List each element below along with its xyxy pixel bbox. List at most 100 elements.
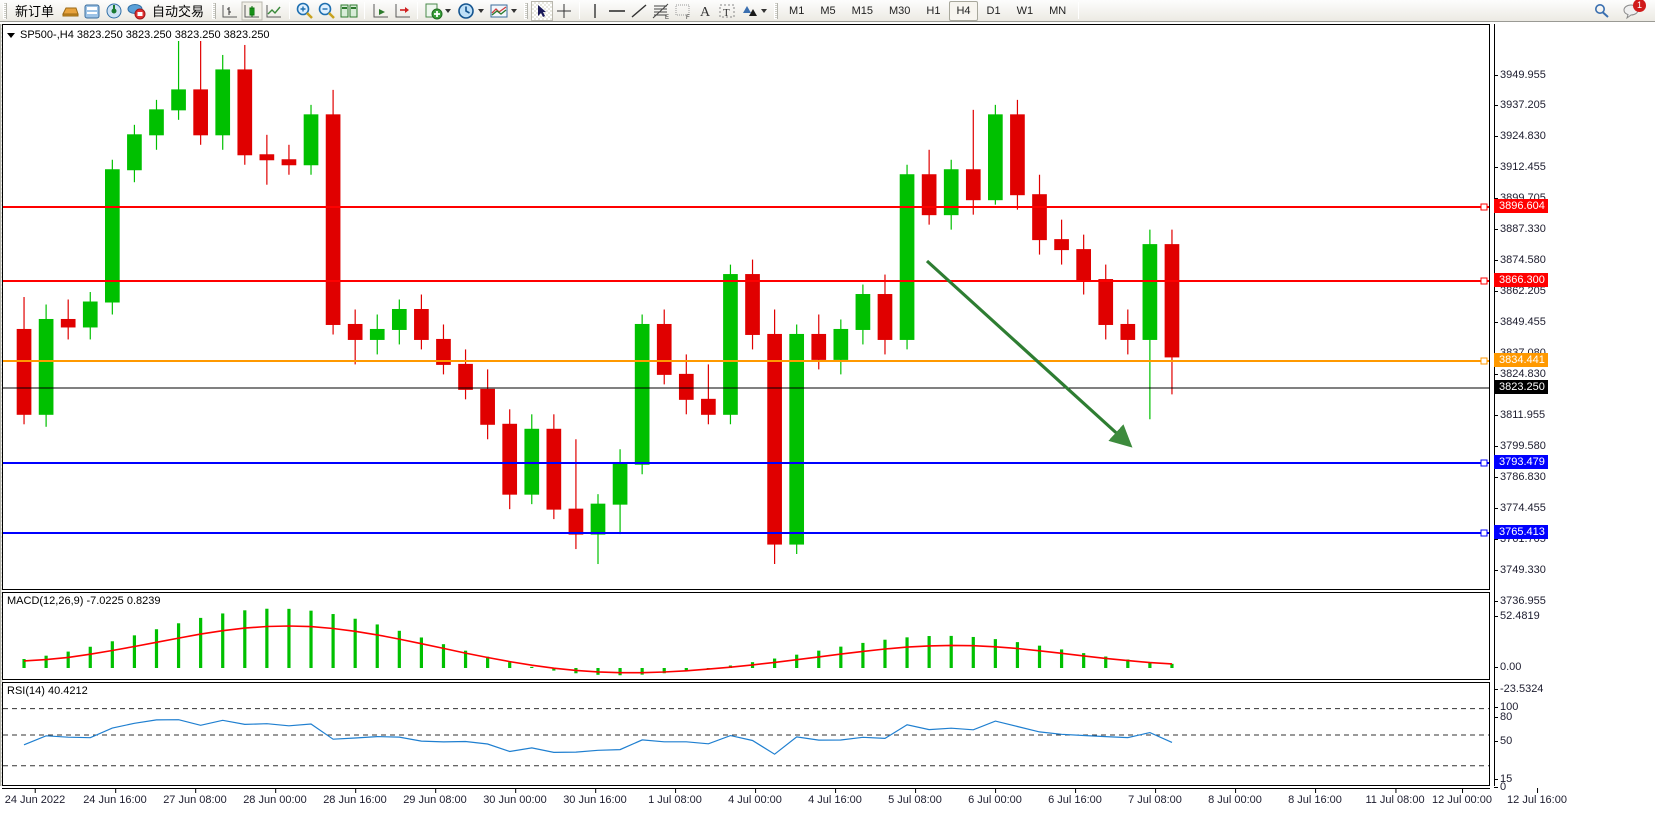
indicators-icon[interactable] [422, 1, 444, 21]
vertical-line-icon[interactable] [584, 1, 606, 21]
timeframe-d1[interactable]: D1 [986, 4, 1001, 17]
symbol-info: SP500-,H4 3823.250 3823.250 3823.250 382… [7, 29, 270, 41]
price-level-label-support-2[interactable]: 3765.413 [1494, 525, 1548, 539]
time-axis-label: 28 Jun 00:00 [243, 788, 307, 806]
timeframe-mn[interactable]: MN [1049, 4, 1067, 17]
chart-area[interactable]: SP500-,H4 3823.250 3823.250 3823.250 382… [0, 22, 1655, 817]
toolbar-grip-2[interactable] [212, 2, 217, 19]
timeframe-m30[interactable]: M30 [889, 4, 911, 17]
rsi-chart-svg [3, 708, 1489, 767]
time-axis-label: 4 Jul 00:00 [728, 788, 782, 806]
fibonacci-icon[interactable]: E [650, 1, 672, 21]
axis-tick: 0.00 [1493, 661, 1522, 673]
axis-tick: 3811.955 [1493, 409, 1546, 421]
time-axis[interactable]: 24 Jun 2022 24 Jun 16:00 27 Jun 08:00 28 Ju… [2, 788, 1567, 816]
price-level-label-support-1[interactable]: 3793.479 [1494, 455, 1548, 469]
timeframe-m1[interactable]: M1 [789, 4, 805, 17]
auto-trade-button[interactable]: 自动交易 [147, 1, 209, 21]
axis-tick: 15 [1493, 773, 1513, 785]
macd-title: MACD(12,26,9) -7.0225 0.8239 [7, 595, 164, 607]
time-axis-label: 6 Jul 00:00 [968, 788, 1022, 806]
autotrading-icon[interactable] [125, 1, 147, 21]
toolbar-separator-1 [289, 2, 291, 19]
axis-tick: 3874.580 [1494, 254, 1546, 266]
timeframe-h4[interactable]: H4 [949, 0, 978, 21]
chevron-down-icon-symbol[interactable] [7, 32, 15, 38]
axis-tick: 3937.205 [1494, 99, 1546, 111]
price-level-label-pivot[interactable]: 3834.441 [1494, 353, 1548, 367]
svg-text:E: E [665, 15, 669, 21]
toolbar-grip-4[interactable] [774, 2, 779, 19]
tile-windows-icon[interactable] [338, 1, 360, 21]
main-toolbar[interactable]: 新订单 自动交易 [0, 0, 1655, 22]
gold-bar-icon[interactable] [59, 1, 81, 21]
text-icon[interactable]: A [694, 1, 716, 21]
equidistant-channel-icon[interactable]: F [672, 1, 694, 21]
templates-icon[interactable] [488, 1, 510, 21]
chevron-down-icon-templates[interactable] [511, 8, 518, 13]
auto-scroll-icon[interactable] [391, 1, 413, 21]
macd-chart-svg [22, 608, 1174, 676]
time-axis-label: 24 Jun 16:00 [83, 788, 147, 806]
toolbar-separator-3 [417, 2, 419, 19]
time-axis-label: 5 Jul 08:00 [888, 788, 942, 806]
time-axis-label: 24 Jun 2022 [4, 788, 66, 806]
text-label-icon[interactable]: T [716, 1, 738, 21]
price-axis-line [1494, 24, 1495, 786]
time-axis-label: 6 Jul 16:00 [1048, 788, 1102, 806]
trendline-icon[interactable] [628, 1, 650, 21]
axis-tick: 3774.455 [1494, 502, 1546, 514]
auto-trade-label: 自动交易 [152, 5, 205, 20]
timeframe-h1[interactable]: H1 [926, 4, 941, 17]
cursor-icon[interactable] [531, 0, 554, 21]
candlestick-chart-svg [3, 34, 1489, 565]
price-level-label-resistance-1[interactable]: 3896.604 [1494, 199, 1548, 213]
line-chart-icon[interactable] [263, 1, 285, 21]
chevron-down-icon-indicators[interactable] [445, 8, 452, 13]
search-icon[interactable] [1591, 1, 1613, 21]
axis-tick: 3924.830 [1494, 130, 1546, 142]
toolbar-separator-2 [364, 2, 366, 19]
toolbar-separator-5 [1078, 2, 1080, 19]
horizontal-line-icon[interactable] [606, 1, 628, 21]
bar-chart-icon[interactable] [219, 1, 241, 21]
timeframe-button-group[interactable]: M1 M5 M15 M30 H1 H4 D1 W1 MN [781, 0, 1074, 21]
chart-vertical-scrollbar[interactable] [0, 24, 3, 786]
price-level-label-resistance-2[interactable]: 3866.300 [1494, 273, 1548, 287]
timeframe-w1[interactable]: W1 [1016, 4, 1034, 17]
axis-tick: 3749.330 [1494, 564, 1546, 576]
price-pane[interactable]: SP500-,H4 3823.250 3823.250 3823.250 382… [2, 24, 1490, 590]
terminal-icon[interactable] [81, 1, 103, 21]
signals-icon[interactable] [103, 1, 125, 21]
periods-icon[interactable] [455, 1, 477, 21]
axis-tick: 3949.955 [1494, 69, 1546, 81]
time-axis-label: 4 Jul 16:00 [808, 788, 862, 806]
toolbar-grip[interactable] [3, 2, 7, 19]
axis-tick: 3862.205 [1494, 285, 1546, 297]
time-axis-label: 12 Jul 16:00 [1507, 788, 1567, 806]
toolbar-grip-3[interactable] [524, 2, 529, 19]
time-axis-label: 12 Jul 00:00 [1432, 788, 1492, 806]
new-order-button[interactable]: 新订单 [10, 1, 59, 21]
axis-tick: 3887.330 [1494, 223, 1546, 235]
chart-shift-icon[interactable] [369, 1, 391, 21]
chevron-down-icon-periods[interactable] [478, 8, 485, 13]
chevron-down-icon-shapes[interactable] [761, 8, 768, 13]
rsi-pane[interactable]: RSI(14) 40.4212 [2, 682, 1490, 786]
time-axis-label: 27 Jun 08:00 [163, 788, 227, 806]
macd-pane[interactable]: MACD(12,26,9) -7.0225 0.8239 [2, 592, 1490, 680]
candlestick-chart-icon[interactable] [241, 1, 263, 21]
axis-tick: 3736.955 [1494, 595, 1546, 607]
timeframe-m15[interactable]: M15 [851, 4, 873, 17]
svg-text:F: F [686, 15, 690, 21]
shapes-icon[interactable] [738, 1, 760, 21]
chat-badge: 1 [1633, 0, 1646, 12]
timeframe-m5[interactable]: M5 [820, 4, 836, 17]
zoom-out-icon[interactable] [316, 1, 338, 21]
svg-text:A: A [700, 5, 711, 20]
chat-bubble-icon[interactable]: 1 [1621, 0, 1646, 21]
crosshair-icon[interactable] [553, 1, 575, 21]
price-level-label-current-price[interactable]: 3823.250 [1494, 380, 1548, 394]
price-axis[interactable]: 3949.955 3937.205 3924.830 3912.455 3899.705… [1493, 24, 1655, 793]
zoom-in-icon[interactable] [294, 1, 316, 21]
